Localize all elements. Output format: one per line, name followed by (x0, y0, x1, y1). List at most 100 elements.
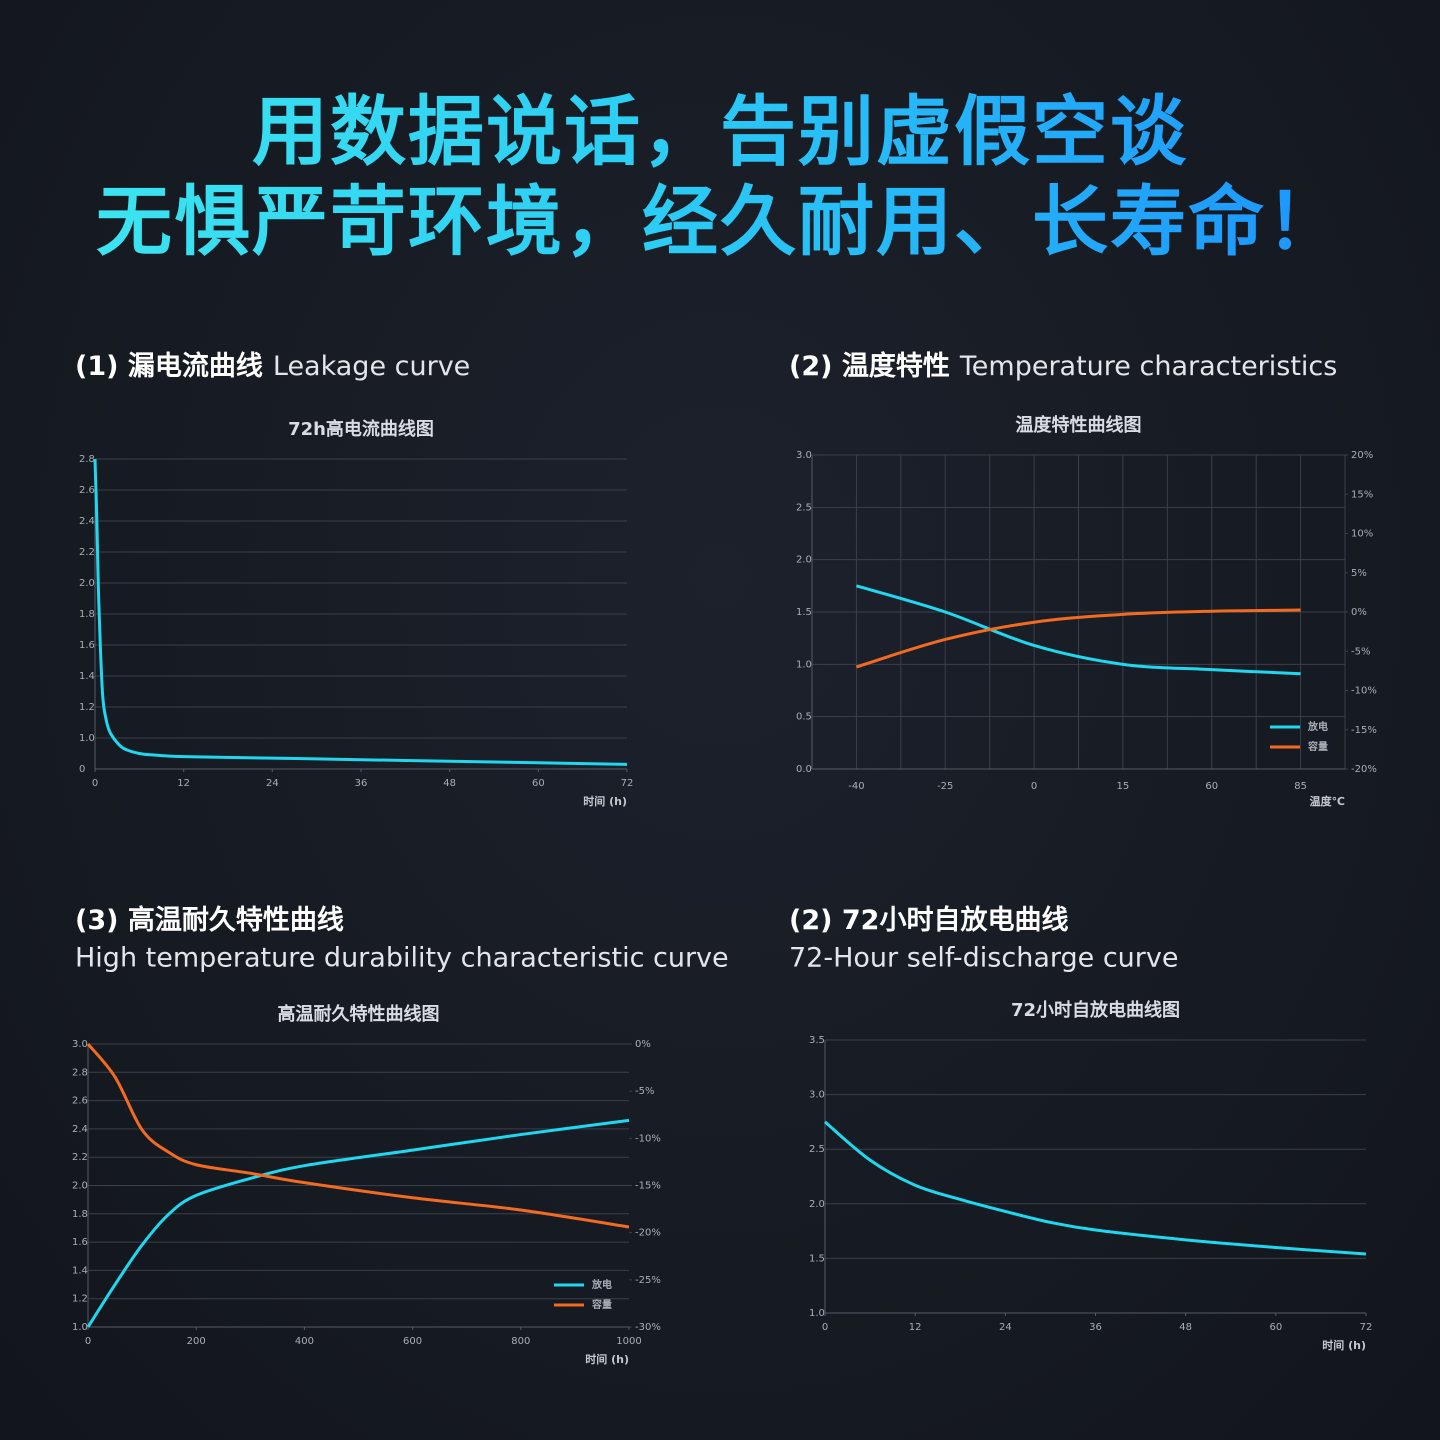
x-tick-label: 60 (532, 778, 545, 789)
y-tick-label: 1.0 (72, 1322, 88, 1333)
x-tick-label: 72 (1360, 1322, 1373, 1333)
y-tick-label: 2.6 (79, 485, 95, 496)
x-tick-label: 36 (1089, 1322, 1102, 1333)
y-tick-label: 2.0 (796, 555, 812, 566)
y2-tick-label: -20% (635, 1228, 661, 1239)
x-tick-label: 0 (92, 778, 98, 789)
heading: (2) 72小时自放电曲线 (789, 904, 1068, 936)
chart-title: 高温耐久特性曲线图 (278, 1003, 440, 1025)
y2-tick-label: 10% (1351, 529, 1373, 540)
series-line (855, 584, 1301, 676)
y2-tick-label: -10% (1351, 686, 1377, 697)
y-tick-label: 1.2 (72, 1294, 88, 1305)
y-tick-label: 2.0 (72, 1181, 88, 1192)
x-tick-label: 1000 (616, 1336, 641, 1347)
y-tick-label: 2.0 (79, 578, 95, 589)
y-tick-label: 0.5 (796, 712, 812, 723)
x-tick-label: 0 (822, 1322, 828, 1333)
subheading: Leakage curve (273, 351, 470, 382)
section-heading: (2) 72小时自放电曲线 (789, 904, 1068, 936)
series-line (93, 458, 628, 766)
y-tick-label: 1.8 (79, 609, 95, 620)
x-tick-label: 0 (1031, 781, 1037, 792)
y-tick-label: 2.2 (79, 547, 95, 558)
x-tick-label: 72 (621, 778, 634, 789)
y2-tick-label: -10% (635, 1133, 661, 1144)
chart-title: 72小时自放电曲线图 (1011, 999, 1180, 1021)
y-tick-label: 1.4 (72, 1265, 88, 1276)
y-tick-label: 1.0 (796, 659, 812, 670)
heading: (1) 漏电流曲线 (75, 351, 263, 382)
section-subheading: High temperature durability characterist… (75, 943, 729, 974)
series-line (86, 1043, 630, 1229)
x-axis-label: 时间 (h) (583, 794, 627, 808)
x-axis-label: 时间 (h) (585, 1352, 629, 1366)
y-tick-label: 1.5 (796, 607, 812, 618)
x-tick-label: 60 (1205, 781, 1218, 792)
y-tick-label: 1.0 (809, 1308, 825, 1319)
x-tick-label: 12 (909, 1322, 922, 1333)
section-heading: (2) 温度特性 Temperature characteristics (789, 350, 1337, 382)
series-line (86, 1118, 630, 1328)
y2-tick-label: -5% (635, 1086, 654, 1097)
y2-tick-label: -20% (1351, 764, 1377, 775)
heading: (2) 温度特性 (789, 350, 950, 382)
y-tick-label: 1.2 (79, 702, 95, 713)
y-tick-label: 2.8 (79, 454, 95, 465)
x-tick-label: 48 (443, 778, 456, 789)
y2-tick-label: 0% (1351, 607, 1367, 618)
y2-tick-label: -15% (635, 1181, 661, 1192)
y-tick-label: 0.0 (796, 764, 812, 775)
y-tick-label: 1.6 (72, 1237, 88, 1248)
y-tick-label: 0 (79, 764, 85, 775)
series-line (824, 1120, 1367, 1256)
y-tick-label: 2.5 (809, 1144, 825, 1155)
y2-tick-label: 0% (635, 1039, 651, 1050)
y2-tick-label: 20% (1351, 450, 1373, 461)
y-tick-label: 1.0 (79, 733, 95, 744)
y2-tick-label: -25% (635, 1275, 661, 1286)
y-tick-label: 2.6 (72, 1096, 88, 1107)
x-tick-label: -25 (937, 781, 953, 792)
y2-tick-label: 15% (1351, 489, 1373, 500)
y-tick-label: 3.5 (809, 1035, 825, 1046)
x-tick-label: 200 (187, 1336, 206, 1347)
y2-tick-label: 5% (1351, 568, 1367, 579)
y-tick-label: 2.4 (79, 516, 95, 527)
y2-tick-label: -15% (1351, 725, 1377, 736)
x-tick-label: 24 (266, 778, 279, 789)
y-tick-label: 2.2 (72, 1152, 88, 1163)
y2-tick-label: -30% (635, 1322, 661, 1333)
y-tick-label: 3.0 (72, 1039, 88, 1050)
x-tick-label: 12 (177, 778, 190, 789)
x-axis-label: 温度℃ (1310, 794, 1345, 808)
y-tick-label: 3.0 (809, 1090, 825, 1101)
y-tick-label: 1.5 (809, 1253, 825, 1264)
legend-label: 容量 (591, 1298, 612, 1311)
legend-label: 放电 (1307, 720, 1328, 733)
x-tick-label: -40 (848, 781, 864, 792)
y2-tick-label: -5% (1351, 646, 1370, 657)
y-tick-label: 2.5 (796, 502, 812, 513)
x-tick-label: 400 (295, 1336, 314, 1347)
y-tick-label: 1.6 (79, 640, 95, 651)
section-heading: (1) 漏电流曲线 Leakage curve (75, 351, 470, 382)
section-heading: (3) 高温耐久特性曲线 (75, 904, 344, 936)
legend-label: 放电 (591, 1278, 612, 1291)
subheading: Temperature characteristics (959, 351, 1337, 382)
x-axis-label: 时间 (h) (1322, 1338, 1366, 1352)
x-tick-label: 24 (999, 1322, 1012, 1333)
headline: 无惧严苛环境，经久耐用、长寿命！ (0, 160, 1440, 270)
section-subheading: 72-Hour self-discharge curve (789, 943, 1178, 974)
chart-title: 温度特性曲线图 (1016, 414, 1142, 436)
headline: 用数据说话，告别虚假空谈 (0, 70, 1440, 180)
x-tick-label: 600 (403, 1336, 422, 1347)
x-tick-label: 800 (511, 1336, 530, 1347)
series-line (855, 608, 1301, 669)
x-tick-label: 48 (1179, 1322, 1192, 1333)
y-tick-label: 1.8 (72, 1209, 88, 1220)
y-tick-label: 2.0 (809, 1199, 825, 1210)
y-tick-label: 1.4 (79, 671, 95, 682)
